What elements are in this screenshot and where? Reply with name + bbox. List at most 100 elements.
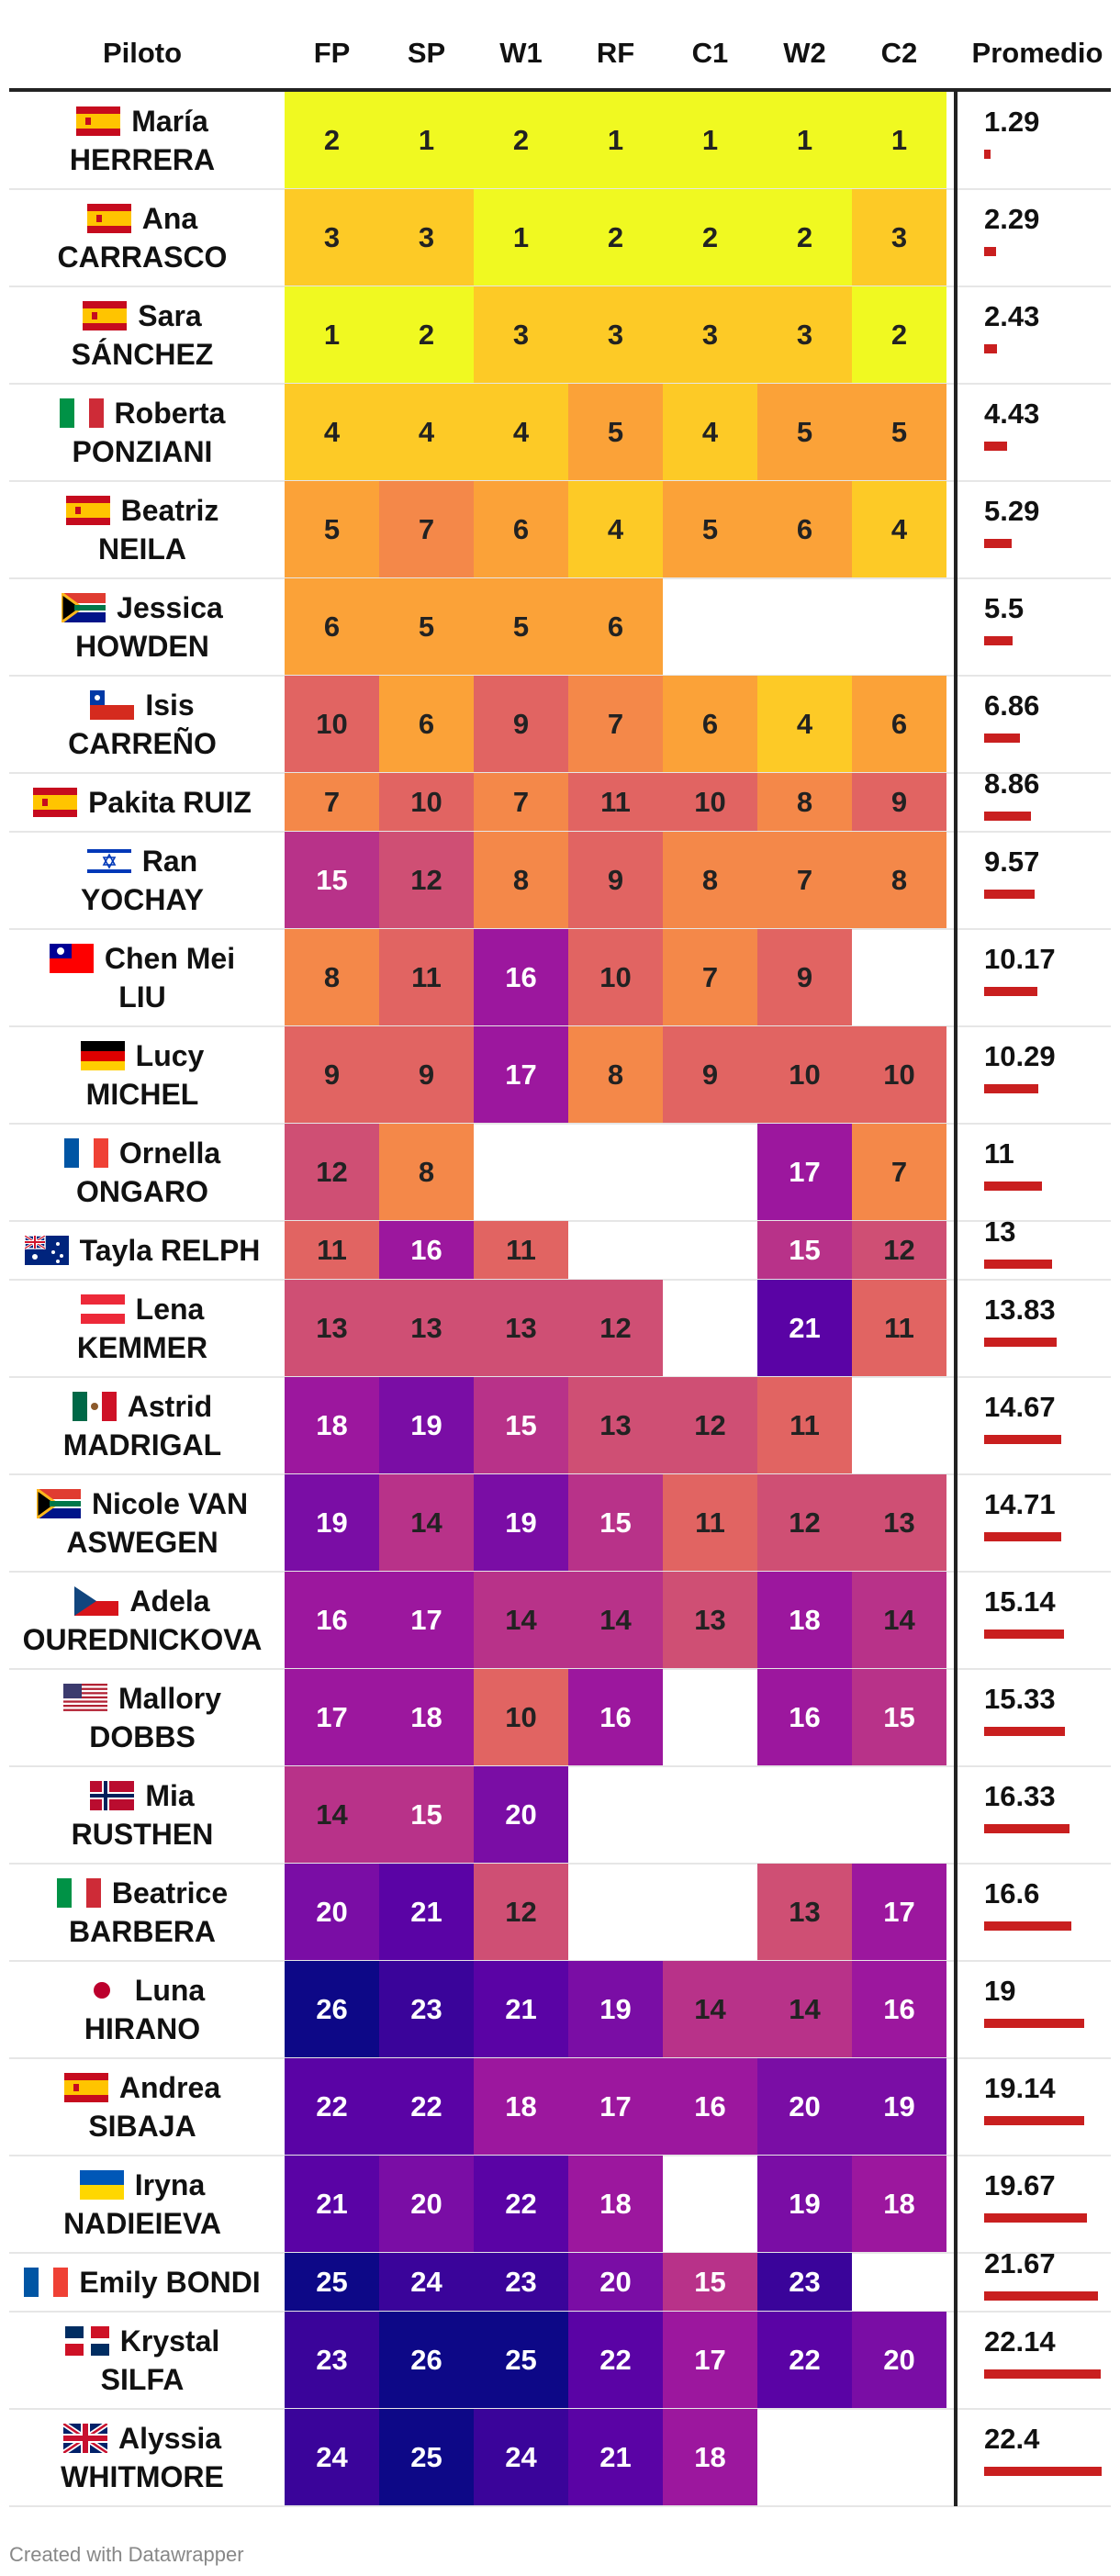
result-cell-c1: 4 xyxy=(663,384,757,481)
result-cell-w2: 20 xyxy=(757,2058,852,2156)
result-cell-fp: 15 xyxy=(285,832,379,929)
pilot-first-name: Astrid xyxy=(127,1390,213,1423)
average-value: 5.5 xyxy=(984,592,1025,624)
table-row: Nicole VAN ASWEGEN 19 14 19 15 11 12 13 14.71 xyxy=(0,1474,1120,1573)
pilot-first-name: Tayla RELPH xyxy=(79,1234,261,1267)
result-cell-fp: 5 xyxy=(285,481,379,578)
result-cell-sp: 15 xyxy=(379,1766,474,1864)
result-cell-c1: 11 xyxy=(663,1474,757,1572)
pilot-name: Mallory DOBBS xyxy=(9,1669,275,1766)
pilot-first-line: Krystal xyxy=(64,2322,219,2360)
average-value: 13.83 xyxy=(984,1294,1056,1326)
result-cell-fp: 4 xyxy=(285,384,379,481)
average-bar xyxy=(984,1630,1064,1639)
flag-us-icon xyxy=(62,1684,107,1713)
result-cell-sp: 10 xyxy=(379,773,474,832)
result-cell-sp: 22 xyxy=(379,2058,474,2156)
result-cell-c2: 2 xyxy=(852,286,946,384)
result-cell-sp: 8 xyxy=(379,1124,474,1221)
pilot-first-line: Astrid xyxy=(72,1387,213,1426)
average-bar xyxy=(984,2291,1098,2301)
result-cell-rf: 14 xyxy=(568,1572,663,1669)
average-value: 10.29 xyxy=(984,1040,1056,1072)
pilot-first-line: Beatrice xyxy=(56,1874,228,1912)
pilot-name: Iryna NADIEIEVA xyxy=(9,2156,275,2253)
pilot-name: Ran YOCHAY xyxy=(9,832,275,929)
result-cell-w2: 14 xyxy=(757,1961,852,2058)
result-cell-c1: 6 xyxy=(663,676,757,773)
pilot-last-name: HOWDEN xyxy=(75,630,209,663)
result-cell-w2: 18 xyxy=(757,1572,852,1669)
result-cell-c2: 10 xyxy=(852,1026,946,1124)
table-row: Lucy MICHEL 9 9 17 8 9 10 10 10.29 xyxy=(0,1026,1120,1125)
pilot-first-line: Mallory xyxy=(62,1679,221,1718)
flag-ua-icon xyxy=(79,2170,124,2200)
pilot-first-name: Emily BONDI xyxy=(79,2266,261,2299)
table-row: Isis CARREÑO 10 6 9 7 6 4 6 6.86 xyxy=(0,676,1120,774)
pilot-first-name: Nicole VAN xyxy=(91,1487,249,1520)
result-cell-rf: 21 xyxy=(568,2409,663,2506)
result-cell-w2: 1 xyxy=(757,92,852,189)
result-cell-fp: 6 xyxy=(285,578,379,676)
header-piloto: Piloto xyxy=(102,37,183,69)
result-cell-rf: 1 xyxy=(568,92,663,189)
average-bar xyxy=(984,636,1014,645)
pilot-last-name: SIBAJA xyxy=(88,2110,196,2143)
header-w2: W2 xyxy=(783,37,826,69)
average-value: 4.43 xyxy=(984,398,1040,430)
flag-it-icon xyxy=(56,1878,101,1908)
pilot-last-name: HIRANO xyxy=(84,2012,201,2045)
average-bar xyxy=(984,2213,1088,2223)
result-cell-fp: 9 xyxy=(285,1026,379,1124)
result-cell-rf: 8 xyxy=(568,1026,663,1124)
result-cell-sp: 2 xyxy=(379,286,474,384)
flag-es-icon xyxy=(76,106,121,136)
pilot-name: Chen Mei LIU xyxy=(9,929,275,1026)
result-cell-sp: 3 xyxy=(379,189,474,286)
table-row: Mallory DOBBS 17 18 10 16 16 15 15.33 xyxy=(0,1669,1120,1767)
result-cell-w2: 2 xyxy=(757,189,852,286)
pilot-first-name: Adela xyxy=(129,1585,210,1618)
result-cell-rf: 17 xyxy=(568,2058,663,2156)
result-cell-rf: 11 xyxy=(568,773,663,832)
result-cell-sp: 17 xyxy=(379,1572,474,1669)
average-divider-line xyxy=(954,92,958,2506)
pilot-first-line: Luna xyxy=(79,1971,206,2010)
result-cell-w1: 19 xyxy=(474,1474,568,1572)
result-cell-c2: 20 xyxy=(852,2312,946,2409)
result-cell-fp: 21 xyxy=(285,2156,379,2253)
pilot-first-line: Sara xyxy=(83,297,202,335)
average-value: 16.33 xyxy=(984,1780,1056,1812)
table-row: Beatriz NEILA 5 7 6 4 5 6 4 5.29 xyxy=(0,481,1120,579)
flag-at-icon xyxy=(80,1294,125,1324)
result-cell-w1: 8 xyxy=(474,832,568,929)
pilot-first-name: Luna xyxy=(134,1974,206,2007)
table-row: Ornella ONGARO 12 8 17 7 11 xyxy=(0,1124,1120,1222)
result-cell-w2: 13 xyxy=(757,1864,852,1961)
average-bar xyxy=(984,442,1008,451)
result-cell-w2: 23 xyxy=(757,2253,852,2312)
result-cell-c2: 4 xyxy=(852,481,946,578)
pilot-name: Sara SÁNCHEZ xyxy=(9,286,275,384)
average-bar xyxy=(984,539,1013,548)
pilot-last-name: RUSTHEN xyxy=(71,1818,214,1851)
average-bar xyxy=(984,1921,1071,1931)
result-cell-fp: 18 xyxy=(285,1377,379,1474)
result-cell-c2: 7 xyxy=(852,1124,946,1221)
result-cell-w2: 7 xyxy=(757,832,852,929)
result-cell-sp: 9 xyxy=(379,1026,474,1124)
table-row: Luna HIRANO 26 23 21 19 14 14 16 19 xyxy=(0,1961,1120,2059)
result-cell-w1: 13 xyxy=(474,1280,568,1377)
pilot-first-name: Ornella xyxy=(118,1137,221,1170)
result-cell-rf: 19 xyxy=(568,1961,663,2058)
flag-za-icon xyxy=(36,1489,81,1518)
table-row: Tayla RELPH 11 16 11 15 12 13 xyxy=(0,1215,1120,1281)
result-cell-c1: 2 xyxy=(663,189,757,286)
result-cell-w2: 5 xyxy=(757,384,852,481)
pilot-last-name: MADRIGAL xyxy=(62,1428,222,1462)
average-value: 2.43 xyxy=(984,300,1040,332)
pilot-name: Beatriz NEILA xyxy=(9,481,275,578)
flag-il-icon xyxy=(86,846,131,876)
pilot-first-line: Adela xyxy=(74,1582,210,1620)
table-row: Lena KEMMER 13 13 13 12 21 11 13.83 xyxy=(0,1280,1120,1378)
